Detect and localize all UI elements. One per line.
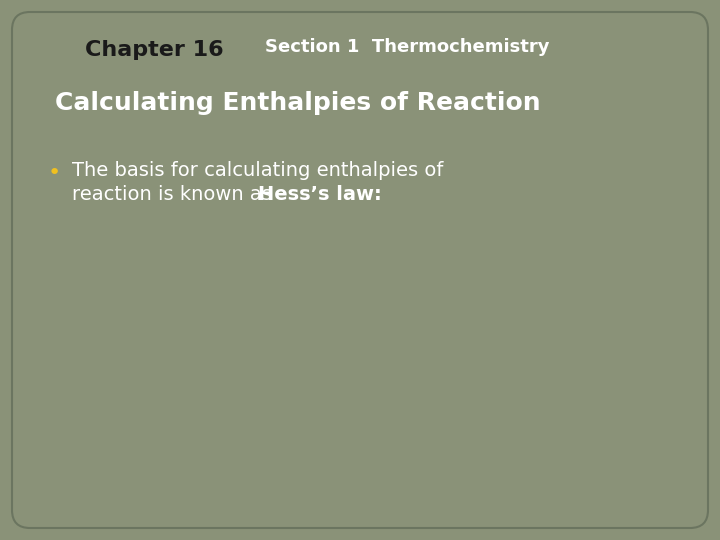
Text: reaction is known as: reaction is known as bbox=[72, 186, 278, 205]
Text: Calculating Enthalpies of Reaction: Calculating Enthalpies of Reaction bbox=[55, 91, 541, 115]
Text: Chapter 16: Chapter 16 bbox=[85, 40, 224, 60]
Text: The basis for calculating enthalpies of: The basis for calculating enthalpies of bbox=[72, 160, 444, 179]
FancyBboxPatch shape bbox=[12, 12, 708, 528]
Text: Hess’s law:: Hess’s law: bbox=[258, 186, 382, 205]
Text: •: • bbox=[48, 163, 61, 183]
Text: Section 1  Thermochemistry: Section 1 Thermochemistry bbox=[265, 38, 549, 56]
